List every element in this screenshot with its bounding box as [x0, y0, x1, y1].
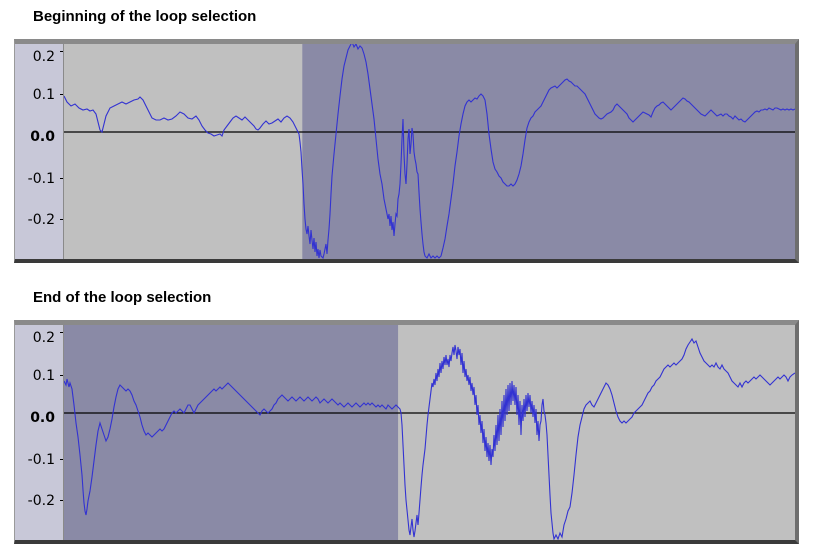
tick-mark	[60, 459, 63, 460]
selection-region	[302, 44, 795, 259]
waveform-svg	[64, 44, 795, 259]
waveform-svg	[64, 325, 795, 540]
panel-title-beginning: Beginning of the loop selection	[33, 8, 257, 25]
tick-label: -0.2	[27, 493, 55, 509]
tick-mark	[60, 219, 63, 220]
waveform-area[interactable]	[64, 325, 795, 540]
audio-track-end[interactable]: 0.2 0.1 0.0 -0.1 -0.2	[14, 320, 799, 544]
audio-track-beginning[interactable]: 0.2 0.1 0.0 -0.1 -0.2	[14, 39, 799, 263]
tick-mark	[60, 94, 63, 95]
tick-label: 0.2	[32, 330, 55, 346]
waveform-path	[64, 337, 795, 540]
waveform-path	[64, 44, 795, 259]
vertical-ruler: 0.2 0.1 0.0 -0.1 -0.2	[15, 44, 64, 259]
panel-title-end: End of the loop selection	[33, 289, 212, 306]
tick-mark	[60, 332, 63, 333]
tick-label: 0.1	[32, 87, 55, 103]
tick-mark	[60, 178, 63, 179]
selection-region	[64, 325, 399, 540]
tick-label: 0.0	[30, 410, 55, 426]
waveform-area[interactable]	[64, 44, 795, 259]
tick-label: 0.0	[30, 129, 55, 145]
tick-label: 0.2	[32, 49, 55, 65]
tick-mark	[60, 51, 63, 52]
tick-mark	[60, 500, 63, 501]
tick-label: -0.1	[27, 452, 55, 468]
tick-mark	[60, 375, 63, 376]
vertical-ruler: 0.2 0.1 0.0 -0.1 -0.2	[15, 325, 64, 540]
tick-label: -0.1	[27, 171, 55, 187]
tick-label: 0.1	[32, 368, 55, 384]
tick-label: -0.2	[27, 212, 55, 228]
